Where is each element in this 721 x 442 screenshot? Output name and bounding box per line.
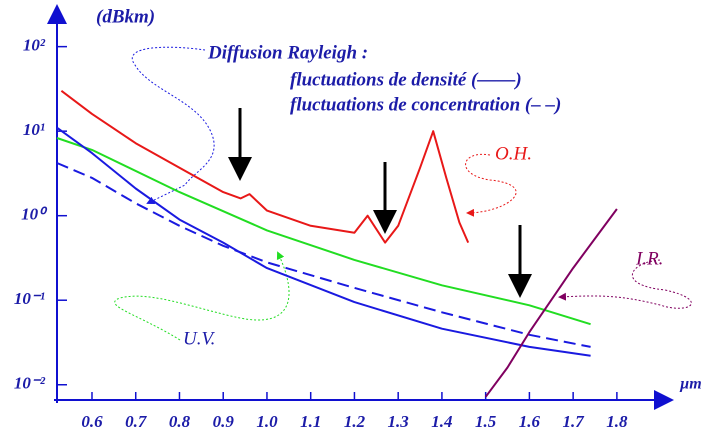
series-line <box>56 126 591 357</box>
x-tick-label: 1.6 <box>519 412 541 431</box>
y-tick-label: 10² <box>23 36 46 55</box>
x-tick-label: 1.7 <box>563 412 586 431</box>
annotation: fluctuations de concentration (– –) <box>290 94 561 115</box>
x-tick-label: 0.8 <box>169 412 191 431</box>
y-axis-label: (dBkm) <box>96 6 155 27</box>
y-tick-label: 10⁻² <box>14 374 46 393</box>
x-tick-label: 1.8 <box>606 412 628 431</box>
series-line <box>56 162 591 348</box>
pointer <box>465 153 517 217</box>
series-line <box>56 137 591 326</box>
x-tick-label: 1.4 <box>431 412 452 431</box>
series-line <box>60 90 470 244</box>
axes: 10² 10¹ 10⁰ 10⁻¹ 10⁻² 0.6 0.7 0.8 0.9 1.0 1.1 1.2 1.… <box>14 4 674 431</box>
plot <box>56 90 618 398</box>
x-tick-label: 0.6 <box>81 412 103 431</box>
x-tick-label: 1.2 <box>344 412 366 431</box>
annotation: U.V. <box>183 328 215 349</box>
pointer <box>131 46 215 204</box>
x-tick-label: 0.9 <box>213 412 235 431</box>
x-axis-label: µm <box>679 376 702 393</box>
y-tick-label: 10⁰ <box>21 205 48 224</box>
y-tick-label: 10⁻¹ <box>14 289 45 308</box>
x-tick-label: 1.0 <box>256 412 278 431</box>
x-tick-label: 0.7 <box>125 412 148 431</box>
series-line <box>484 208 618 398</box>
annotation: O.H. <box>495 143 532 164</box>
x-tick-label: 1.3 <box>388 412 410 431</box>
x-tick-label: 1.1 <box>300 412 321 431</box>
pointer <box>114 251 290 341</box>
pointer <box>558 259 692 309</box>
annotation: I.R. <box>635 248 663 269</box>
y-tick-label: 10¹ <box>23 120 45 139</box>
annotation: Diffusion Rayleigh : <box>207 42 368 63</box>
annotation: fluctuations de densité (——) <box>290 69 522 90</box>
x-tick-label: 1.5 <box>475 412 497 431</box>
